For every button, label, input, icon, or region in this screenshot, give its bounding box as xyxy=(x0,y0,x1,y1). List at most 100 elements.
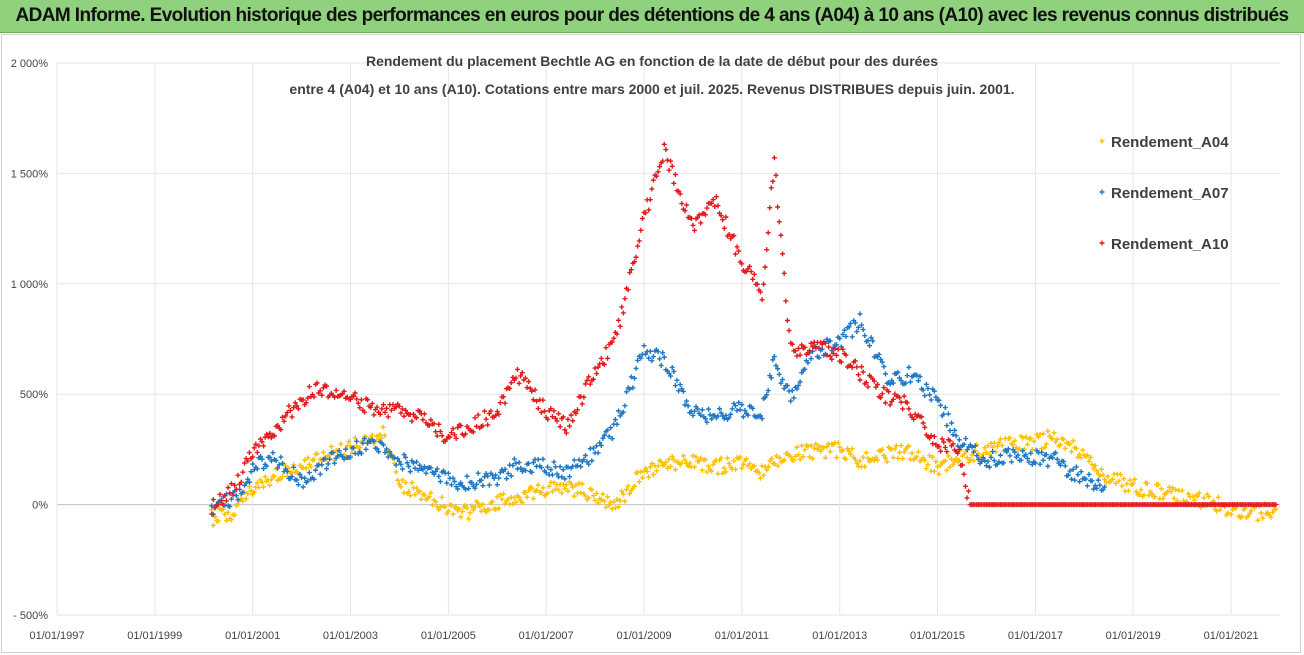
data-point xyxy=(692,464,697,470)
data-point xyxy=(267,454,273,460)
data-point xyxy=(1050,436,1056,442)
data-point xyxy=(605,427,611,433)
data-point xyxy=(835,440,841,446)
data-point xyxy=(286,403,292,409)
data-point xyxy=(771,354,777,360)
data-point xyxy=(403,454,409,460)
series-Rendement_A10 xyxy=(209,141,1279,517)
data-point xyxy=(562,486,568,492)
data-point xyxy=(643,210,649,216)
data-point xyxy=(786,328,792,334)
data-point xyxy=(868,335,874,341)
data-point xyxy=(769,456,775,462)
data-point xyxy=(251,467,257,473)
data-point xyxy=(892,446,898,452)
data-point xyxy=(314,451,320,457)
data-point xyxy=(428,417,434,423)
data-point xyxy=(452,432,458,438)
data-point xyxy=(522,468,528,474)
data-point xyxy=(672,467,678,473)
data-point xyxy=(378,435,384,441)
data-point xyxy=(1113,480,1119,486)
data-point xyxy=(679,386,685,392)
data-point xyxy=(759,297,765,303)
data-point xyxy=(855,324,861,330)
data-point xyxy=(453,504,459,510)
data-point xyxy=(777,455,783,461)
data-point xyxy=(272,473,278,479)
y-axis: - 500% 0% 500% 1 000% 1 500% 2 000% xyxy=(11,58,49,622)
data-point xyxy=(502,466,508,472)
data-point xyxy=(552,415,558,421)
data-point xyxy=(778,232,784,238)
data-point xyxy=(964,455,970,461)
data-point xyxy=(865,338,871,344)
data-point xyxy=(303,400,309,406)
data-point xyxy=(1117,471,1123,477)
data-point xyxy=(374,404,380,410)
data-point xyxy=(709,200,715,206)
data-point xyxy=(433,429,439,435)
data-point xyxy=(554,471,560,477)
data-point xyxy=(417,408,423,414)
data-point xyxy=(332,394,338,400)
data-point xyxy=(816,355,822,361)
data-point xyxy=(433,499,439,505)
data-point xyxy=(789,341,795,347)
data-point xyxy=(713,194,719,200)
data-point xyxy=(1092,483,1098,489)
data-point xyxy=(950,461,956,467)
data-point xyxy=(279,414,285,420)
data-point xyxy=(429,502,435,508)
data-point xyxy=(448,430,454,436)
data-point xyxy=(1105,473,1111,479)
data-point xyxy=(250,461,256,467)
data-point xyxy=(799,342,805,348)
data-point xyxy=(838,359,844,365)
data-point xyxy=(384,446,390,452)
data-point xyxy=(601,432,607,438)
data-point xyxy=(962,483,968,489)
data-point xyxy=(816,443,822,449)
data-point xyxy=(1088,454,1094,460)
data-point xyxy=(638,469,644,475)
data-point xyxy=(1195,493,1201,499)
data-point xyxy=(898,399,904,405)
data-point xyxy=(360,440,366,446)
data-point xyxy=(906,443,912,449)
data-point xyxy=(715,413,721,419)
data-point xyxy=(947,464,953,470)
data-point xyxy=(428,465,434,471)
data-point xyxy=(1127,477,1133,483)
data-point xyxy=(990,444,996,450)
data-point xyxy=(840,346,846,352)
data-point xyxy=(816,345,822,351)
data-point xyxy=(717,406,723,412)
data-point xyxy=(436,507,442,513)
data-point xyxy=(759,416,765,422)
data-point xyxy=(1072,477,1078,483)
data-point xyxy=(341,456,347,462)
data-point xyxy=(879,391,885,397)
data-point xyxy=(212,514,218,520)
data-point xyxy=(302,457,308,463)
data-point xyxy=(549,489,555,495)
series-Rendement_A07 xyxy=(209,311,1108,517)
x-tick-label: 01/01/2001 xyxy=(225,630,280,642)
data-point xyxy=(802,447,808,453)
data-point xyxy=(1036,434,1042,440)
data-point xyxy=(511,456,517,462)
data-point xyxy=(672,172,678,178)
data-point xyxy=(458,423,464,429)
data-point xyxy=(548,467,554,473)
data-point xyxy=(617,413,623,419)
data-point xyxy=(420,467,426,473)
data-point xyxy=(871,458,877,464)
data-point xyxy=(270,450,276,456)
data-point xyxy=(780,251,786,257)
data-point xyxy=(840,331,846,337)
data-point xyxy=(698,455,704,461)
data-point xyxy=(619,304,625,310)
data-point xyxy=(426,423,432,429)
data-point xyxy=(579,481,585,487)
